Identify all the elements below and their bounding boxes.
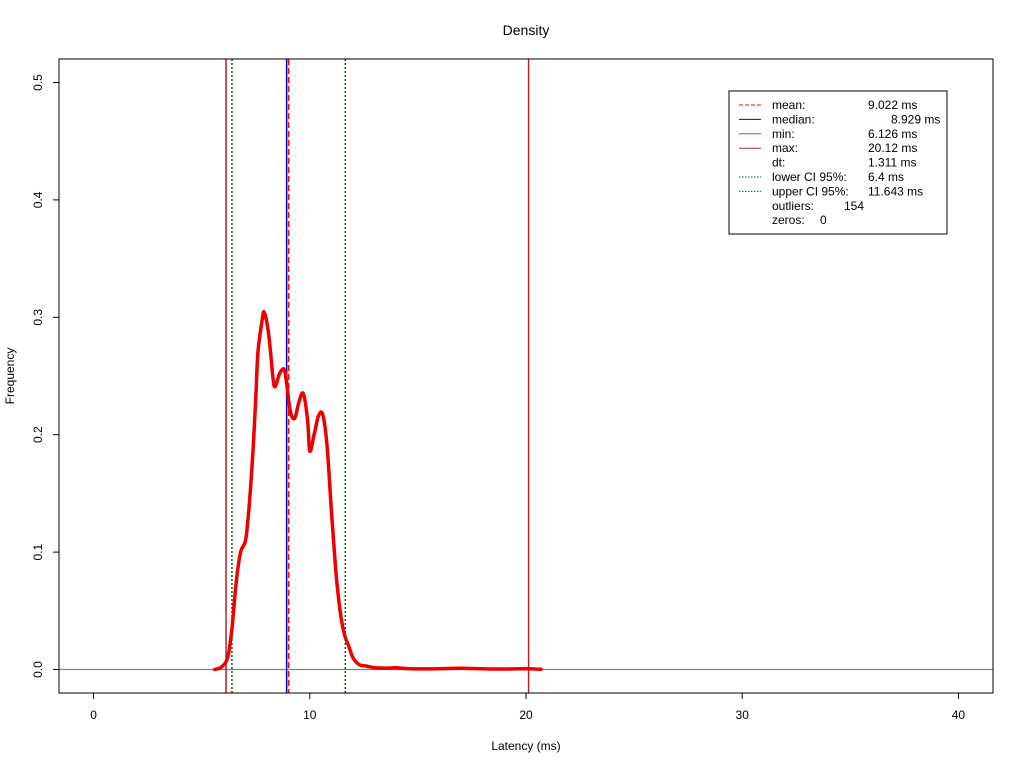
legend-value: 0 <box>820 213 827 227</box>
legend-label: outliers: <box>772 199 814 213</box>
y-tick-label: 0.4 <box>31 191 45 208</box>
density-curve <box>212 309 543 672</box>
series-layer <box>212 309 543 672</box>
legend-value: 1.311 ms <box>868 156 916 170</box>
legend-label: upper CI 95%: <box>772 184 849 198</box>
legend-value: 8.929 ms <box>891 112 940 126</box>
legend-label: dt: <box>772 156 785 170</box>
legend-value: 6.4 ms <box>868 170 904 184</box>
x-axis-label: Latency (ms) <box>491 739 560 753</box>
x-tick-label: 10 <box>303 708 317 722</box>
chart-title: Density <box>503 22 550 38</box>
legend-value: 154 <box>844 199 864 213</box>
x-tick-label: 0 <box>90 708 97 722</box>
legend-label: median: <box>772 112 815 126</box>
y-tick-label: 0.1 <box>31 543 45 560</box>
x-tick-label: 20 <box>519 708 533 722</box>
y-tick-label: 0.2 <box>31 426 45 443</box>
legend-label: max: <box>772 141 798 155</box>
y-axis-label: Frequency <box>3 348 17 405</box>
legend-label: lower CI 95%: <box>772 170 847 184</box>
legend-value: 11.643 ms <box>868 184 923 198</box>
legend-value: 20.12 ms <box>868 141 917 155</box>
legend-value: 6.126 ms <box>868 127 917 141</box>
legend: mean: 9.022 ms median: 8.929 ms min: 6.126 ms… <box>728 90 948 235</box>
y-axis: 0.0 0.1 0.2 0.3 0.4 0.5 <box>31 74 60 678</box>
x-tick-label: 30 <box>736 708 750 722</box>
x-tick-label: 40 <box>952 708 966 722</box>
legend-box <box>728 90 948 235</box>
legend-value: 9.022 ms <box>868 98 917 112</box>
y-tick-label: 0.3 <box>31 309 45 326</box>
legend-label: zeros: <box>772 213 805 227</box>
legend-label: min: <box>772 127 795 141</box>
x-axis: 0 10 20 30 40 <box>90 692 966 722</box>
reference-lines <box>225 59 530 693</box>
y-tick-label: 0.5 <box>31 74 45 91</box>
legend-label: mean: <box>772 98 805 112</box>
y-tick-label: 0.0 <box>31 661 45 678</box>
